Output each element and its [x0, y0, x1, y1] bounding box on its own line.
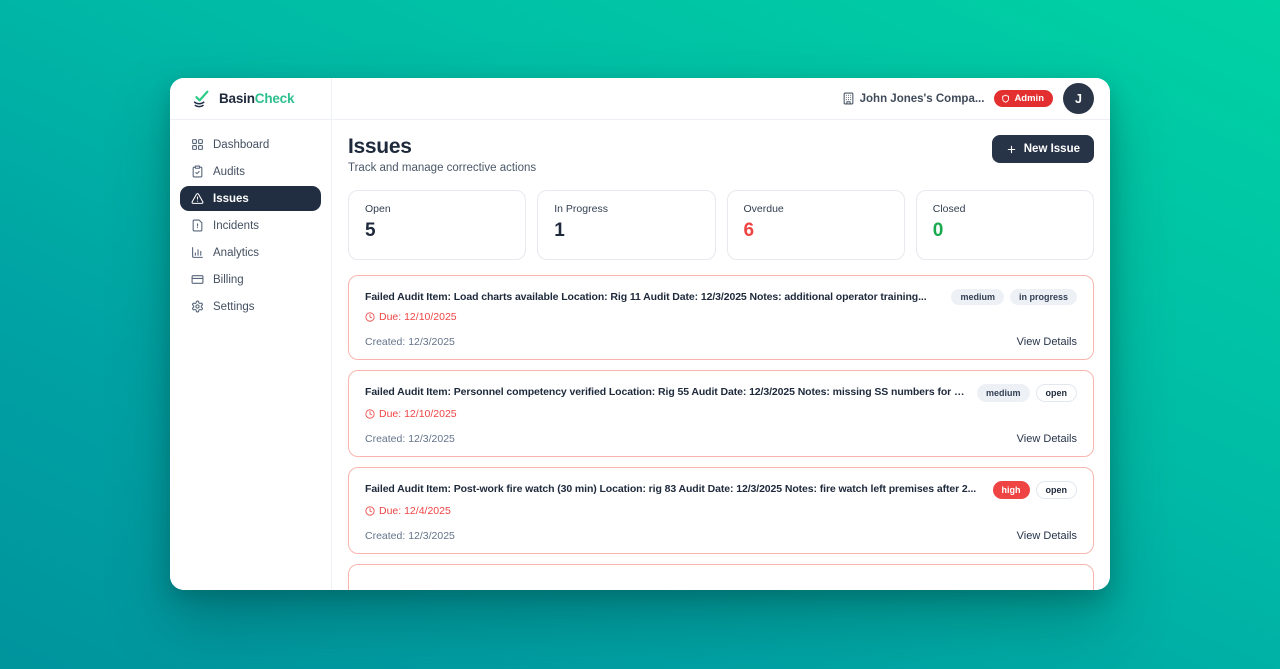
top-bar: BasinCheck John Jones's Compa... Admin J — [170, 78, 1110, 120]
org-switcher[interactable]: John Jones's Compa... — [842, 92, 985, 105]
stats-row: Open 5 In Progress 1 Overdue 6 Closed 0 — [348, 190, 1094, 260]
avatar[interactable]: J — [1063, 83, 1094, 114]
sidebar-item-audits[interactable]: Audits — [180, 159, 321, 184]
severity-badge: high — [992, 481, 1030, 499]
sidebar-item-incidents[interactable]: Incidents — [180, 213, 321, 238]
alert-triangle-icon — [191, 193, 204, 204]
severity-badge: medium — [951, 289, 1004, 305]
stat-label: Overdue — [743, 203, 784, 215]
brand-logo[interactable]: BasinCheck — [170, 78, 332, 119]
clock-icon — [365, 312, 375, 322]
status-badge: open — [1035, 481, 1077, 499]
created-date: Created: 12/3/2025 — [365, 530, 455, 542]
brand-name: BasinCheck — [219, 91, 295, 106]
stat-value: 5 — [365, 220, 376, 241]
sidebar-item-billing[interactable]: Billing — [180, 267, 321, 292]
top-bar-right: John Jones's Compa... Admin J — [332, 78, 1110, 119]
due-date: Due: 12/4/2025 — [365, 505, 1077, 517]
stat-label: Open — [365, 203, 391, 215]
created-date: Created: 12/3/2025 — [365, 433, 455, 445]
due-date: Due: 12/10/2025 — [365, 408, 1077, 420]
view-details-link[interactable]: View Details — [1016, 336, 1077, 348]
sidebar-item-analytics[interactable]: Analytics — [180, 240, 321, 265]
view-details-link[interactable]: View Details — [1016, 433, 1077, 445]
file-alert-icon — [192, 219, 203, 232]
issue-title: Failed Audit Item: Personnel competency … — [365, 386, 967, 398]
clipboard-check-icon — [192, 165, 203, 178]
stat-value: 6 — [743, 220, 755, 241]
issue-title: Failed Audit Item: Load charts available… — [365, 291, 927, 303]
sidebar: Dashboard Audits Issues Incidents — [170, 120, 332, 590]
clock-icon — [365, 506, 375, 516]
org-name: John Jones's Compa... — [859, 92, 985, 105]
issue-card: Failed Audit Item: Personnel competency … — [348, 370, 1094, 457]
stat-value: 1 — [554, 220, 565, 241]
view-details-link[interactable]: View Details — [1016, 530, 1077, 542]
stat-value: 0 — [932, 220, 944, 241]
issue-card-partial — [348, 564, 1094, 590]
page-subtitle: Track and manage corrective actions — [348, 162, 537, 174]
plus-icon — [1007, 145, 1016, 153]
building-icon — [843, 92, 854, 105]
bar-chart-icon — [192, 247, 203, 258]
stat-card-closed: Closed 0 — [915, 190, 1094, 260]
created-date: Created: 12/3/2025 — [365, 336, 455, 348]
stat-card-in-progress: In Progress 1 — [537, 190, 716, 260]
gear-icon — [192, 300, 203, 313]
due-date: Due: 12/10/2025 — [365, 311, 1077, 323]
clock-icon — [365, 409, 375, 419]
dashboard-icon — [192, 139, 203, 150]
issue-title: Failed Audit Item: Post-work fire watch … — [365, 483, 977, 495]
stat-label: In Progress — [554, 203, 608, 215]
severity-badge: medium — [976, 384, 1030, 402]
main-content: Issues Track and manage corrective actio… — [332, 120, 1110, 590]
status-badge: open — [1035, 384, 1077, 402]
brand-logo-icon — [193, 90, 209, 107]
sidebar-item-settings[interactable]: Settings — [180, 294, 321, 319]
sidebar-item-dashboard[interactable]: Dashboard — [180, 132, 321, 157]
sidebar-item-issues[interactable]: Issues — [180, 186, 321, 211]
stat-card-overdue: Overdue 6 — [726, 190, 905, 260]
shield-icon — [1002, 94, 1010, 103]
issue-card: Failed Audit Item: Post-work fire watch … — [348, 467, 1094, 554]
app-window: BasinCheck John Jones's Compa... Admin J — [170, 78, 1110, 590]
stat-label: Closed — [932, 203, 966, 215]
credit-card-icon — [191, 275, 204, 284]
role-badge: Admin — [994, 90, 1053, 107]
page-title: Issues — [348, 135, 412, 158]
issue-card: Failed Audit Item: Load charts available… — [348, 275, 1094, 360]
stat-card-open: Open 5 — [348, 190, 527, 260]
status-badge: in progress — [1009, 289, 1077, 305]
new-issue-button[interactable]: New Issue — [991, 135, 1094, 163]
role-badge-label: Admin — [1014, 93, 1044, 104]
